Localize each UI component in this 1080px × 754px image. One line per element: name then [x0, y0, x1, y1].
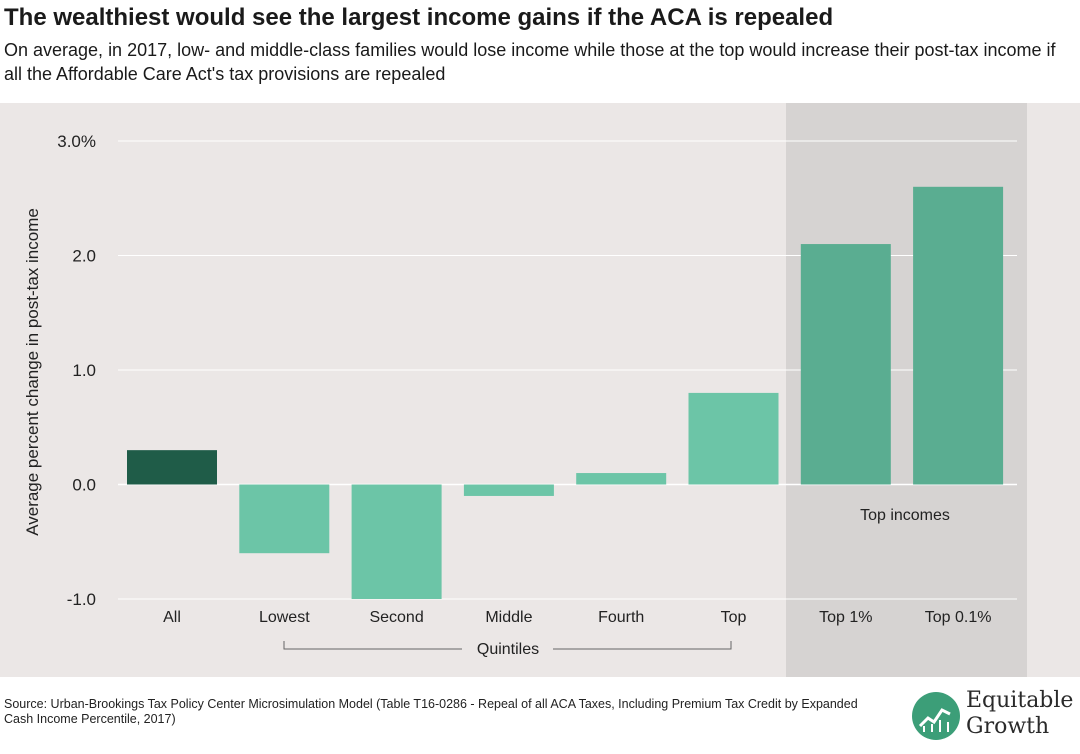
logo-wordmark: Equitable Growth [966, 688, 1073, 740]
x-tick-label: Fourth [598, 609, 644, 626]
logo-line1: Equitable [966, 688, 1074, 713]
x-tick-label: Top 1% [819, 609, 872, 626]
y-tick-label: 0.0 [72, 476, 96, 495]
equitable-growth-logo: Equitable Growth [912, 688, 1077, 748]
top-incomes-label: Top incomes [860, 507, 950, 524]
bar-all [127, 450, 217, 485]
x-tick-label: All [163, 609, 181, 626]
x-tick-label: Top 0.1% [925, 609, 992, 626]
chart-title: The wealthiest would see the largest inc… [4, 4, 834, 31]
x-tick-label: Lowest [259, 609, 310, 626]
x-tick-label: Second [369, 609, 423, 626]
bar-middle [463, 484, 554, 496]
bar-lowest [239, 484, 330, 554]
bar-fourth [576, 473, 667, 485]
y-tick-label: 3.0% [57, 132, 96, 151]
logo-line2: Growth [966, 714, 1050, 739]
logo-chart-icon [912, 692, 960, 740]
quintiles-bracket: Quintiles [283, 641, 732, 658]
label-layer: 3.0% 2.0 1.0 0.0 -1.0 All Lowest Second Middle Fo… [57, 132, 991, 626]
chart-subtitle: On average, in 2017, low- and middle-cla… [4, 40, 1056, 84]
x-tick-label: Middle [485, 609, 532, 626]
bar-top [688, 392, 779, 485]
source-note: Source: Urban-Brookings Tax Policy Cente… [4, 697, 858, 726]
bar-top-1 [800, 244, 891, 485]
y-tick-label: -1.0 [67, 590, 96, 609]
y-axis-label: Average percent change in post-tax incom… [23, 208, 42, 536]
y-tick-label: 2.0 [72, 247, 96, 266]
x-tick-label: Top [721, 609, 747, 626]
bar-second [351, 484, 442, 599]
bar-layer [127, 186, 1004, 599]
y-tick-label: 1.0 [72, 361, 96, 380]
quintiles-label: Quintiles [477, 641, 539, 658]
bar-top-0-1 [913, 186, 1004, 485]
